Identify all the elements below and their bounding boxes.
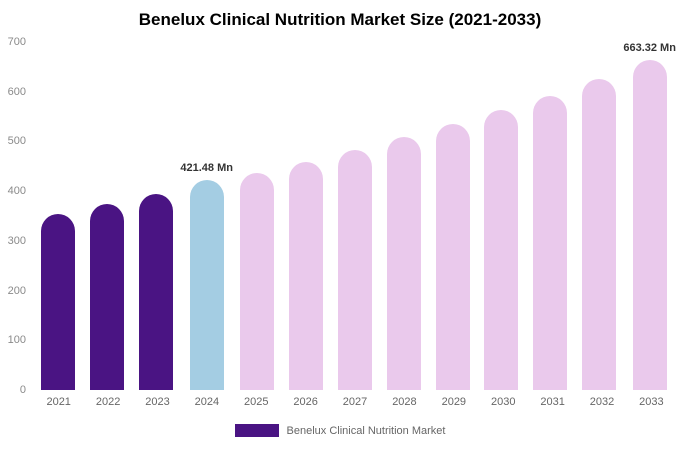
bar-2023: [138, 193, 173, 390]
bar-2029: [435, 124, 470, 390]
chart-title: Benelux Clinical Nutrition Market Size (…: [138, 10, 542, 29]
x-tick-label: 2031: [540, 396, 565, 408]
x-tick-label: 2033: [639, 396, 664, 408]
bar-slot: 663.32 Mn: [623, 42, 676, 390]
bar-2033: [632, 60, 667, 390]
legend: Benelux Clinical Nutrition Market: [0, 424, 680, 437]
x-tick-label: 2025: [244, 396, 269, 408]
bar-slot: [34, 42, 83, 390]
legend-swatch: [234, 424, 279, 437]
legend-label: Benelux Clinical Nutrition Market: [286, 424, 446, 437]
y-tick-label: 200: [7, 284, 26, 297]
x-tick-label: 2027: [342, 396, 368, 408]
bar-slot: [233, 42, 282, 390]
bar-2027: [337, 149, 372, 390]
x-tick-label: 2021: [46, 396, 71, 408]
bar-2032: [581, 79, 616, 390]
bar-slot: [379, 42, 428, 390]
bar-slot: [132, 42, 181, 390]
bar-value-label: 663.32 Mn: [623, 42, 676, 55]
x-tick-label: 2023: [145, 396, 170, 408]
y-tick-label: 100: [7, 334, 26, 347]
bar-slot: [83, 42, 132, 390]
x-tick-label: 2029: [441, 396, 467, 408]
bar-slot: [575, 42, 624, 390]
y-tick-label: 700: [7, 36, 26, 48]
y-tick-label: 300: [7, 234, 26, 247]
bar-2024: [189, 180, 224, 390]
bar-slot: [282, 42, 331, 390]
bar-value-label: 421.48 Mn: [180, 162, 233, 175]
x-tick-label: 2024: [194, 396, 220, 408]
y-tick-label: 600: [7, 85, 26, 98]
bar-slot: [477, 42, 526, 390]
y-axis: 0 100 200 300 400 500 600 700: [0, 36, 30, 396]
bar-2021: [41, 213, 76, 390]
y-tick-label: 0: [19, 384, 26, 396]
bar-slot: [331, 42, 380, 390]
plot-area: 421.48 Mn 663.32 Mn: [34, 42, 676, 390]
bar-slot: [526, 42, 575, 390]
bar-2026: [289, 162, 324, 390]
x-tick-label: 2028: [392, 396, 417, 408]
y-tick-label: 400: [7, 185, 26, 198]
y-tick-label: 500: [7, 135, 26, 148]
bar-slot: 421.48 Mn: [180, 42, 233, 390]
bar-2022: [90, 203, 125, 390]
bar-slot: [428, 42, 477, 390]
x-tick-label: 2026: [293, 396, 318, 408]
bar-2030: [484, 110, 519, 390]
bar-2025: [240, 172, 275, 390]
x-axis: 2021 2022 2023 2024 2025 2026 2027 2028 2029 2030…: [34, 396, 676, 412]
x-tick-label: 2030: [490, 396, 516, 408]
x-tick-label: 2032: [589, 396, 615, 408]
bar-2031: [533, 95, 568, 390]
bar-2028: [386, 137, 421, 390]
x-tick-label: 2022: [95, 396, 121, 408]
